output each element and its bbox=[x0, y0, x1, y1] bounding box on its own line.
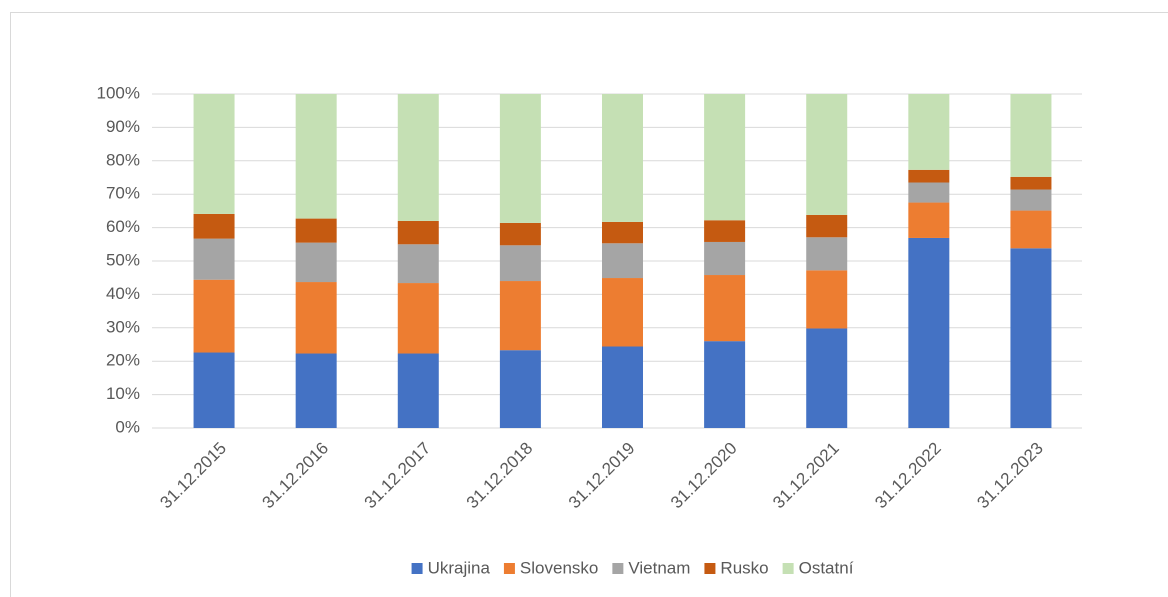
y-tick-label: 40% bbox=[106, 284, 140, 303]
legend-label: Vietnam bbox=[628, 558, 690, 577]
bar-segment bbox=[193, 352, 235, 428]
y-tick-label: 60% bbox=[106, 217, 140, 236]
legend-label: Ostatní bbox=[799, 558, 854, 577]
bar-segment bbox=[499, 350, 541, 428]
y-tick-label: 10% bbox=[106, 384, 140, 403]
bar-segment bbox=[1010, 94, 1052, 177]
bar-segment bbox=[602, 243, 643, 279]
y-tick-label: 30% bbox=[106, 317, 140, 336]
bar-segment bbox=[908, 237, 950, 428]
bar-segment bbox=[295, 94, 337, 219]
bar-segment bbox=[295, 353, 337, 428]
bar-segment bbox=[908, 182, 950, 203]
bar-segment bbox=[295, 242, 337, 283]
legend-swatch bbox=[704, 563, 716, 574]
bar-segment bbox=[499, 281, 541, 351]
bar-segment bbox=[397, 94, 439, 221]
bar-segment bbox=[193, 213, 235, 239]
bar-segment bbox=[602, 94, 643, 222]
bar-segment bbox=[602, 278, 643, 347]
y-tick-label: 0% bbox=[115, 417, 140, 436]
y-tick-label: 50% bbox=[106, 250, 140, 269]
legend-swatch bbox=[782, 563, 794, 574]
bar-segment bbox=[806, 270, 848, 329]
y-tick-label: 90% bbox=[106, 117, 140, 136]
y-tick-label: 70% bbox=[106, 184, 140, 203]
y-tick-label: 20% bbox=[106, 351, 140, 370]
legend-swatch bbox=[503, 563, 515, 574]
y-tick-label: 100% bbox=[97, 83, 140, 102]
bar-segment bbox=[397, 220, 439, 245]
bar-segment bbox=[295, 218, 337, 243]
bar-segment bbox=[1010, 210, 1052, 249]
bar-segment bbox=[193, 279, 235, 353]
bar-segment bbox=[908, 169, 950, 183]
bar-segment bbox=[704, 241, 746, 276]
bar-segment bbox=[1010, 189, 1052, 211]
bar-segment bbox=[397, 283, 439, 354]
legend-swatch bbox=[612, 563, 624, 574]
bar-segment bbox=[704, 220, 746, 242]
bar-segment bbox=[704, 275, 746, 342]
legend-label: Slovensko bbox=[520, 558, 598, 577]
legend-label: Ukrajina bbox=[428, 558, 491, 577]
bar-segment bbox=[806, 237, 848, 271]
chart-border bbox=[10, 12, 1168, 597]
bar-segment bbox=[908, 94, 950, 170]
bar-segment bbox=[704, 341, 746, 428]
legend-label: Rusko bbox=[720, 558, 768, 577]
bar-segment bbox=[193, 238, 235, 280]
bar-segment bbox=[806, 328, 848, 428]
bar-segment bbox=[908, 202, 950, 238]
legend: Ukrajina Slovensko Vietnam Rusko Ostatní bbox=[411, 558, 854, 577]
bar-segment bbox=[1010, 248, 1052, 428]
bar-segment bbox=[397, 244, 439, 284]
bar-segment bbox=[295, 282, 337, 354]
bar-segment bbox=[806, 94, 848, 215]
bar-segment bbox=[602, 221, 643, 244]
bar-segment bbox=[499, 222, 541, 246]
bar-segment bbox=[499, 94, 541, 223]
bar-segment bbox=[602, 346, 643, 428]
bar-segment bbox=[397, 353, 439, 428]
legend-swatch bbox=[411, 563, 423, 574]
bar-segment bbox=[806, 214, 848, 238]
bar-segment bbox=[1010, 176, 1052, 190]
y-tick-label: 80% bbox=[106, 150, 140, 169]
bar-segment bbox=[499, 245, 541, 282]
bar-segment bbox=[704, 94, 746, 221]
bar-segment bbox=[193, 94, 235, 214]
